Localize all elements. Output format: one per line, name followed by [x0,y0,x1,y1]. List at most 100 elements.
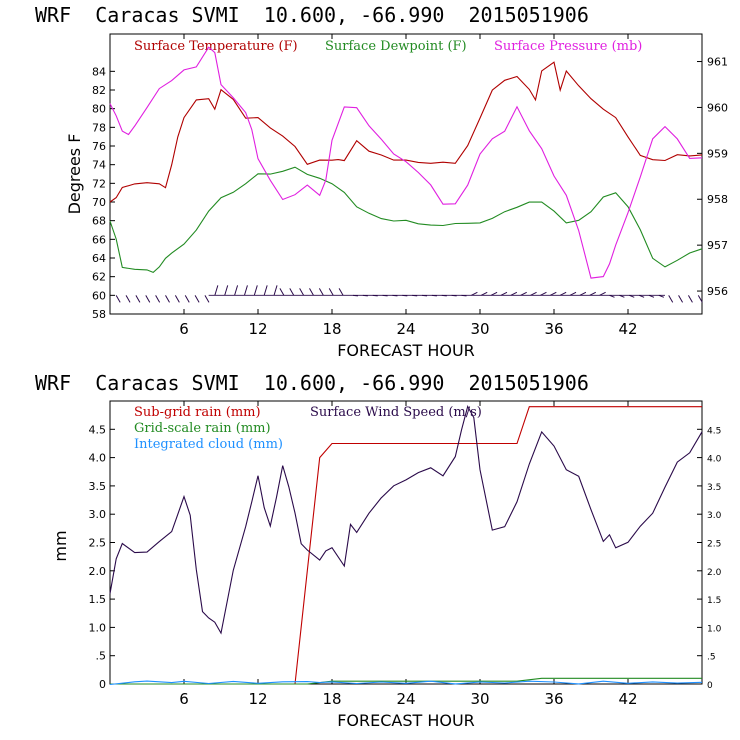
series-line-sub-grid-rain-mm [110,406,702,685]
x-tick-label: 30 [470,690,489,708]
wind-barb [125,295,131,303]
x-tick-label: 18 [322,690,341,708]
legend-integrated-cloud: Integrated cloud (mm) [134,437,283,452]
legend-subgrid-rain: Sub-grid rain (mm) [134,405,261,420]
y-tick-label: 1.5 [89,593,107,606]
y2-tick-label: 959 [707,147,728,160]
y2-tick-label: 958 [707,193,728,206]
y2-tick-label: 2.5 [707,540,721,550]
y-tick-label: 1.0 [89,621,107,634]
wind-barb [174,295,180,303]
wind-barb [299,288,305,296]
chart1-x-ticks: 6 12 18 24 30 36 42 [179,34,638,338]
legend-surface-temperature: Surface Temperature (F) [134,39,298,54]
wind-barb [599,291,606,296]
y-tick-label: 3.5 [89,480,107,493]
wind-barb [155,295,161,303]
y2-tick-label: 4.0 [707,455,722,465]
series-line-surface-wind-speed-m-s [109,405,703,635]
x-tick-label: 24 [396,690,415,708]
y2-tick-label: 1.5 [707,596,721,606]
x-tick-label: 42 [618,320,637,338]
wind-barb [589,291,596,296]
wind-barb [697,295,703,303]
wind-barb [279,288,285,296]
chart1-plot-frame [109,33,703,315]
chart1-y-ticks: 58 60 62 64 66 68 70 72 74 76 78 80 82 84 [92,65,115,321]
y2-tick-label: 2.0 [707,568,722,578]
series-line-surface-pressure-mb [109,46,703,279]
y-tick-label: 60 [92,289,106,302]
chart2-series [109,405,703,686]
y-tick-label: 84 [92,65,106,78]
chart2-y-axis-label: mm [51,530,70,561]
wind-barb [481,291,488,296]
wind-barb [500,291,508,296]
chart1-x-axis-label: FORECAST HOUR [337,341,475,360]
y-tick-label: 76 [92,140,106,153]
y-tick-label: 72 [92,177,106,190]
y2-tick-label: 4.5 [707,426,721,436]
wind-barb [135,295,141,303]
y-tick-label: 82 [92,84,106,97]
chart2-x-axis-label: FORECAST HOUR [337,711,475,730]
y-tick-label: 66 [92,233,106,246]
y-tick-label: 62 [92,271,106,284]
wind-barb [550,291,557,296]
y-tick-label: 3.0 [89,508,107,521]
chart2-x-ticks: 6 12 18 24 30 36 42 [179,401,638,708]
wind-barb [165,295,170,303]
y-tick-label: 80 [92,103,106,116]
y-tick-label: 2.5 [89,537,107,550]
y2-tick-label: 961 [707,56,728,69]
wind-barb [530,291,537,296]
wind-barb [253,285,258,296]
x-tick-label: 30 [470,320,489,338]
x-tick-label: 42 [618,690,637,708]
y-tick-label: 70 [92,196,106,209]
chart2-legend: Sub-grid rain (mm) Grid-scale rain (mm) … [134,405,482,452]
y-tick-label: 0 [99,678,106,691]
legend-surface-pressure: Surface Pressure (mb) [494,39,642,54]
y-tick-label: 2.0 [89,565,107,578]
wind-barb [115,295,121,303]
y-tick-label: 64 [92,252,106,265]
wind-barb [309,288,314,296]
wind-barb [569,291,577,296]
y2-tick-label: 0 [707,681,713,691]
chart1-wind-barbs [115,285,703,303]
legend-gridscale-rain: Grid-scale rain (mm) [134,421,271,436]
wind-barb [490,291,498,296]
chart1-y2-ticks: 956 957 958 959 960 961 [697,56,728,298]
wind-barb [263,285,268,296]
wind-barb [318,288,324,296]
x-tick-label: 24 [396,320,415,338]
legend-surface-dewpoint: Surface Dewpoint (F) [325,39,467,54]
x-tick-label: 6 [179,320,189,338]
wind-barb [243,285,248,296]
chart2-y-ticks: 0 .5 1.0 1.5 2.0 2.5 3.0 3.5 4.0 4.5 [89,423,115,691]
chart2-title: WRF Caracas SVMI 10.600, -66.990 2015051… [35,371,589,395]
wind-barb [687,295,693,303]
y-tick-label: 74 [92,159,106,172]
y2-tick-label: 957 [707,239,728,252]
chart1-y-axis-label: Degrees F [65,134,84,215]
x-tick-label: 12 [248,690,267,708]
y-tick-label: 4.0 [89,452,107,465]
series-line-integrated-cloud-mm [109,680,703,686]
y2-tick-label: 1.0 [707,624,722,634]
wind-barb [194,295,200,303]
wind-barb [204,295,210,303]
wind-barb [145,295,151,303]
chart1-series [109,46,703,279]
y-tick-label: .5 [96,650,107,663]
wind-barb [234,285,239,296]
wind-barb [668,295,674,303]
wind-barb [471,291,478,296]
wind-barb [273,285,278,296]
wind-barb [540,291,547,296]
wind-barb [289,288,295,296]
wind-barb [184,295,190,303]
wind-barb [328,288,334,296]
